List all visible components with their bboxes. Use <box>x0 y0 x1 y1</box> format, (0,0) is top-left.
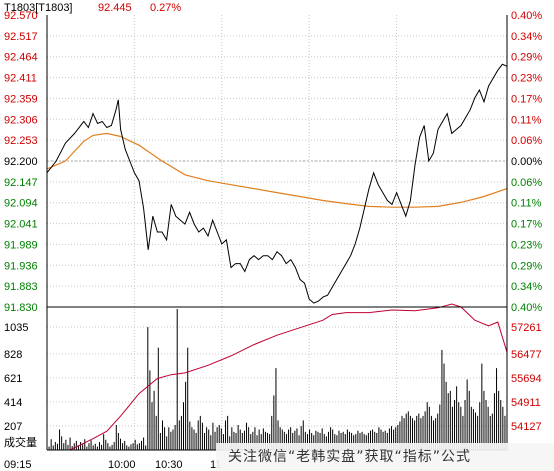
tick-labels: 92.570 0.40% 92.517 0.34% 92.464 0.29% 92.411 0… <box>4 10 542 471</box>
percent-tick-label: 0.00% <box>511 156 542 168</box>
percent-tick-label: 0.06% <box>511 135 542 147</box>
volume-tick-label: 621 <box>4 373 22 385</box>
oi-tick-label: 56477 <box>511 349 542 361</box>
percent-tick-label: 0.17% <box>511 219 542 231</box>
price-tick-label: 92.359 <box>4 93 38 105</box>
series-lines <box>46 63 508 451</box>
grid <box>47 15 507 450</box>
price-tick-label: 92.094 <box>4 198 38 210</box>
price-tick-label: 92.147 <box>4 177 38 189</box>
change-percent: 0.27% <box>150 2 181 14</box>
price-tick-label: 91.989 <box>4 239 38 251</box>
percent-tick-label: 0.40% <box>511 10 542 22</box>
percent-tick-label: 0.11% <box>511 198 542 210</box>
time-tick-label: 10:00 <box>108 459 136 471</box>
price-tick-label: 92.041 <box>4 219 38 231</box>
symbol-label: T1803[T1803] <box>4 2 73 14</box>
volume-tick-label: 1035 <box>4 322 28 334</box>
percent-tick-label: 0.23% <box>511 73 542 85</box>
axes <box>46 15 508 451</box>
volume-tick-label: 207 <box>4 421 22 433</box>
price-tick-label: 92.411 <box>4 73 37 85</box>
open-interest-line <box>47 303 508 451</box>
percent-tick-label: 0.17% <box>511 93 542 105</box>
price-tick-label: 92.517 <box>4 31 38 43</box>
percent-tick-label: 0.06% <box>511 177 542 189</box>
volume-tick-label: 成交量 <box>4 435 37 449</box>
percent-tick-label: 0.23% <box>511 239 542 251</box>
time-tick-label: 09:15 <box>4 459 32 471</box>
price-line <box>46 63 508 304</box>
average-price-line <box>46 132 508 208</box>
percent-tick-label: 0.11% <box>511 114 542 126</box>
oi-tick-label: 55694 <box>511 373 542 385</box>
price-tick-label: 91.936 <box>4 260 38 272</box>
watermark-banner: 关注微信“老韩实盘”获取“指标”公式 <box>216 443 554 471</box>
time-tick-label: 11 <box>210 459 221 471</box>
percent-tick-label: 0.29% <box>511 260 542 272</box>
oi-tick-label: 54127 <box>511 421 542 433</box>
percent-tick-label: 0.34% <box>511 281 542 293</box>
price-tick-label: 92.464 <box>4 52 38 64</box>
volume-bars <box>48 309 506 450</box>
time-tick-label: 10:30 <box>155 459 183 471</box>
percent-tick-label: 0.34% <box>511 31 542 43</box>
price-tick-label: 91.830 <box>4 302 38 314</box>
last-price: 92.445 <box>98 2 132 14</box>
price-tick-label: 92.306 <box>4 114 38 126</box>
price-tick-label: 91.883 <box>4 281 38 293</box>
price-tick-label: 92.570 <box>4 10 38 22</box>
volume-tick-label: 828 <box>4 349 22 361</box>
percent-tick-label: 0.29% <box>511 52 542 64</box>
chart-header: T1803[T1803] 92.445 0.27% <box>4 2 181 14</box>
oi-tick-label: 54911 <box>511 397 541 409</box>
price-tick-label: 92.200 <box>4 156 38 168</box>
percent-tick-label: 0.40% <box>511 302 542 314</box>
price-tick-label: 92.253 <box>4 135 38 147</box>
oi-tick-label: 57261 <box>511 322 542 334</box>
volume-tick-label: 414 <box>4 397 22 409</box>
